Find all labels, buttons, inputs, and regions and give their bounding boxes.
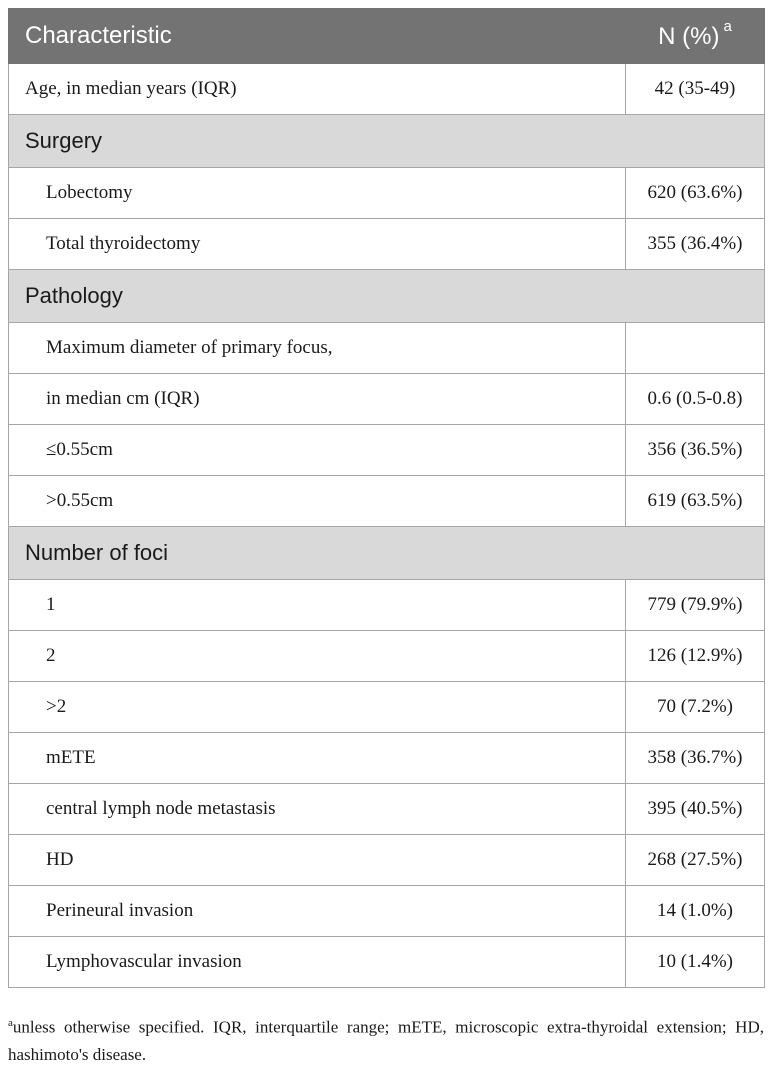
characteristics-table-container: Characteristic N (%) a Age, in median yea… — [8, 8, 765, 988]
header-value: N (%) a — [625, 8, 765, 64]
table-row: 1 779 (79.9%) — [8, 579, 765, 631]
table-row: in median cm (IQR) 0.6 (0.5-0.8) — [8, 373, 765, 425]
row-label: 2 — [8, 630, 626, 682]
row-value: 395 (40.5%) — [625, 783, 765, 835]
footnote-marker: a — [8, 1017, 13, 1029]
row-label: Age, in median years (IQR) — [8, 63, 626, 115]
row-value — [625, 322, 765, 374]
section-header-row: Pathology — [8, 269, 765, 323]
row-label: Maximum diameter of primary focus, — [8, 322, 626, 374]
section-title: Number of foci — [8, 526, 765, 580]
row-value: 70 (7.2%) — [625, 681, 765, 733]
row-value: 355 (36.4%) — [625, 218, 765, 270]
table-row: Total thyroidectomy 355 (36.4%) — [8, 218, 765, 270]
row-label: 1 — [8, 579, 626, 631]
header-value-label: N (%) — [658, 22, 720, 50]
row-label: >2 — [8, 681, 626, 733]
table-row: Perineural invasion 14 (1.0%) — [8, 885, 765, 937]
table-header-row: Characteristic N (%) a — [8, 8, 765, 64]
row-value: 14 (1.0%) — [625, 885, 765, 937]
row-value: 268 (27.5%) — [625, 834, 765, 886]
table-row: Maximum diameter of primary focus, — [8, 322, 765, 374]
row-label: Total thyroidectomy — [8, 218, 626, 270]
table-row: Lobectomy 620 (63.6%) — [8, 167, 765, 219]
footnote-text: unless otherwise specified. IQR, interqu… — [8, 1017, 764, 1064]
section-title: Pathology — [8, 269, 765, 323]
row-value: 358 (36.7%) — [625, 732, 765, 784]
table-row: >2 70 (7.2%) — [8, 681, 765, 733]
row-label: Lobectomy — [8, 167, 626, 219]
row-value: 620 (63.6%) — [625, 167, 765, 219]
table-row: mETE 358 (36.7%) — [8, 732, 765, 784]
row-label: central lymph node metastasis — [8, 783, 626, 835]
row-label: >0.55cm — [8, 475, 626, 527]
table-row: >0.55cm 619 (63.5%) — [8, 475, 765, 527]
section-title: Surgery — [8, 114, 765, 168]
row-value: 0.6 (0.5-0.8) — [625, 373, 765, 425]
table-row: 2 126 (12.9%) — [8, 630, 765, 682]
row-label: Lymphovascular invasion — [8, 936, 626, 988]
row-value: 126 (12.9%) — [625, 630, 765, 682]
table-row: ≤0.55cm 356 (36.5%) — [8, 424, 765, 476]
row-value: 10 (1.4%) — [625, 936, 765, 988]
table-body: Age, in median years (IQR) 42 (35-49) Surg… — [8, 63, 765, 988]
header-characteristic: Characteristic — [8, 8, 626, 64]
characteristics-table: Characteristic N (%) a Age, in median yea… — [8, 8, 765, 988]
row-value: 779 (79.9%) — [625, 579, 765, 631]
row-label: ≤0.55cm — [8, 424, 626, 476]
table-row: Lymphovascular invasion 10 (1.4%) — [8, 936, 765, 988]
row-value: 42 (35-49) — [625, 63, 765, 115]
table-row: Age, in median years (IQR) 42 (35-49) — [8, 63, 765, 115]
row-label: mETE — [8, 732, 626, 784]
table-row: central lymph node metastasis 395 (40.5%) — [8, 783, 765, 835]
row-label: Perineural invasion — [8, 885, 626, 937]
row-label: in median cm (IQR) — [8, 373, 626, 425]
row-value: 619 (63.5%) — [625, 475, 765, 527]
table-footnote: aunless otherwise specified. IQR, interq… — [8, 1010, 764, 1068]
section-header-row: Number of foci — [8, 526, 765, 580]
row-label: HD — [8, 834, 626, 886]
row-value: 356 (36.5%) — [625, 424, 765, 476]
table-row: HD 268 (27.5%) — [8, 834, 765, 886]
section-header-row: Surgery — [8, 114, 765, 168]
header-value-marker: a — [723, 17, 732, 35]
